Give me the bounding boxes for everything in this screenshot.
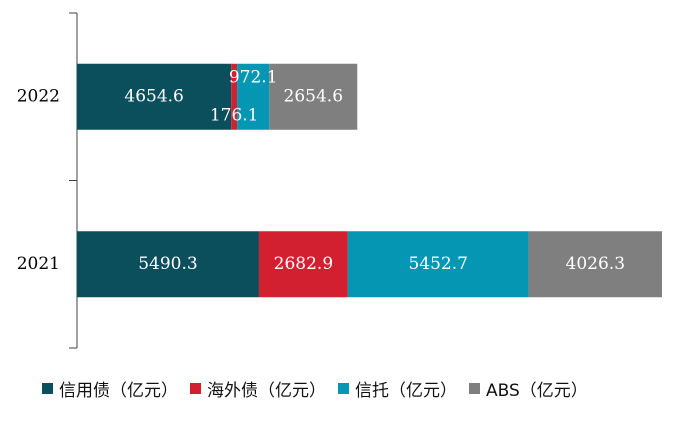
- bar-segment: [258, 231, 348, 298]
- legend-item: ABS（亿元）: [469, 376, 588, 401]
- category-tick-label: 2022: [17, 86, 60, 106]
- data-label: 2682.9: [274, 254, 333, 274]
- bar-segment: [237, 63, 270, 130]
- bars: [77, 63, 662, 298]
- data-label: 2654.6: [284, 86, 343, 106]
- legend-swatch: [338, 382, 349, 394]
- bar-segment: [231, 63, 238, 130]
- legend-item: 信用债（亿元）: [42, 376, 178, 401]
- bar-segment: [77, 231, 259, 298]
- category-axis: 2022 2021: [17, 12, 78, 349]
- bar-segment: [528, 231, 662, 298]
- data-label: 4026.3: [566, 254, 625, 274]
- bar-segment: [77, 63, 232, 130]
- legend-swatch: [190, 382, 201, 394]
- legend-item: 信托（亿元）: [338, 376, 457, 401]
- data-label: 4654.6: [124, 86, 183, 106]
- legend-label: 信托（亿元）: [355, 380, 457, 401]
- legend-label: 海外债（亿元）: [207, 380, 326, 401]
- bar-segment: [347, 231, 529, 298]
- data-label: 972.1: [229, 67, 278, 87]
- bar-segment: [269, 63, 358, 130]
- category-tick-label: 2021: [17, 254, 60, 274]
- legend-swatch: [42, 382, 53, 394]
- legend-label: 信用债（亿元）: [59, 380, 178, 401]
- legend-label: ABS（亿元）: [486, 380, 588, 401]
- data-label: 176.1: [210, 105, 259, 125]
- legend-swatch: [469, 382, 480, 394]
- data-label: 5490.3: [138, 254, 197, 274]
- legend-item: 海外债（亿元）: [190, 376, 326, 401]
- data-labels: 4654.6 176.1 972.1 2654.6 5490.3 2682.9 5452.7…: [124, 67, 625, 274]
- data-label: 5452.7: [408, 254, 467, 274]
- legend: 信用债（亿元） 海外债（亿元） 信托（亿元） ABS（亿元）: [42, 376, 600, 401]
